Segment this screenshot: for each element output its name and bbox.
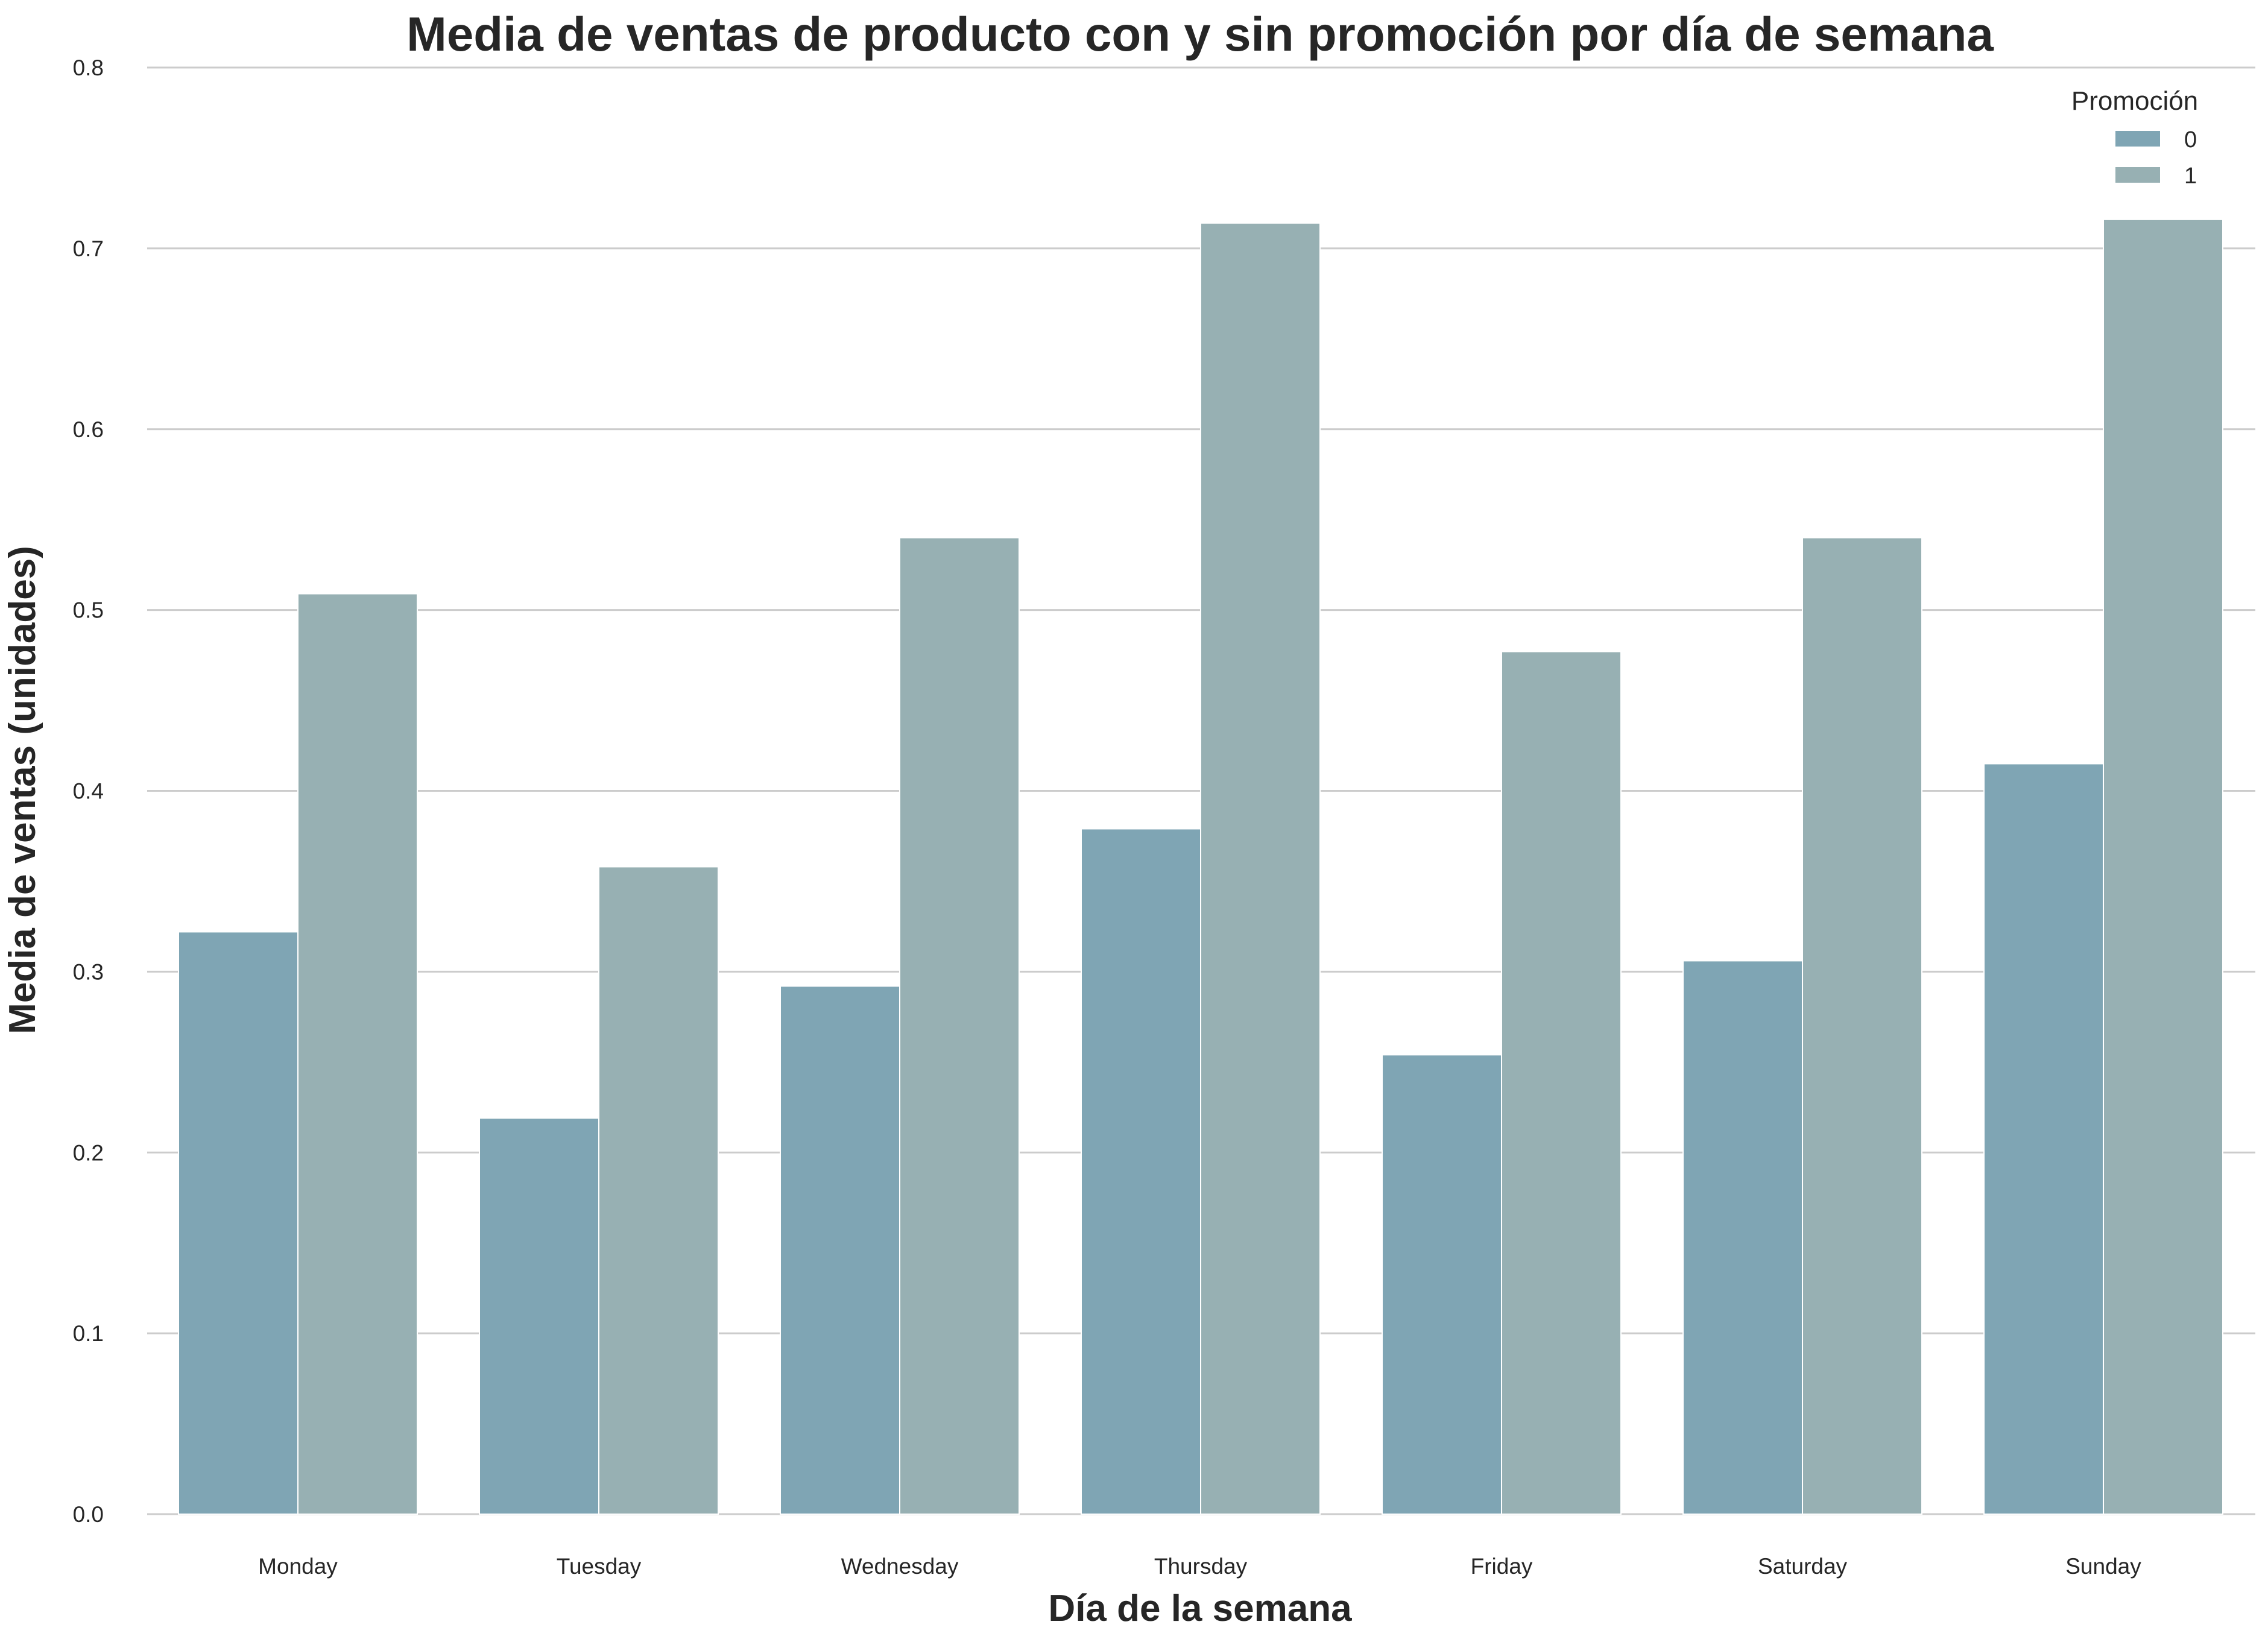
y-tick-label: 0.1 — [73, 1321, 104, 1346]
bar-monday-series-0 — [178, 931, 299, 1515]
y-tick-label: 0.4 — [73, 779, 104, 804]
bar-wednesday-series-0 — [780, 985, 900, 1515]
y-tick-label: 0.2 — [73, 1140, 104, 1165]
y-axis-label: Media de ventas (unidades) — [2, 546, 43, 1034]
bar-thursday-series-1 — [1200, 222, 1321, 1515]
y-tick-label: 0.3 — [73, 959, 104, 984]
legend: Promoción 0 1 — [2071, 86, 2198, 189]
bar-friday-series-1 — [1501, 651, 1622, 1515]
bar-saturday-series-1 — [1802, 537, 1922, 1515]
legend-swatch-series-1 — [2115, 167, 2160, 183]
legend-label-series-1: 1 — [2184, 163, 2197, 189]
x-tick-label: Tuesday — [557, 1554, 642, 1579]
legend-swatch-series-0 — [2115, 131, 2160, 147]
bar-wednesday-series-1 — [899, 537, 1020, 1515]
bar-sunday-series-1 — [2103, 218, 2223, 1515]
legend-title: Promoción — [2071, 86, 2198, 116]
bars — [178, 218, 2223, 1515]
x-tick-labels: Monday Tuesday Wednesday Thursday Friday Satu… — [258, 1554, 2141, 1579]
y-tick-label: 0.8 — [73, 55, 104, 80]
legend-label-series-0: 0 — [2184, 127, 2197, 153]
bar-saturday-series-0 — [1682, 960, 1803, 1515]
x-tick-label: Wednesday — [841, 1554, 959, 1579]
bar-tuesday-series-0 — [479, 1117, 599, 1515]
y-tick-label: 0.7 — [73, 236, 104, 261]
bar-sunday-series-0 — [1983, 763, 2104, 1515]
bar-tuesday-series-1 — [598, 866, 719, 1515]
bar-monday-series-1 — [297, 593, 418, 1515]
bar-friday-series-0 — [1382, 1054, 1502, 1515]
x-tick-label: Monday — [258, 1554, 338, 1579]
x-tick-label: Sunday — [2065, 1554, 2141, 1579]
x-tick-label: Saturday — [1758, 1554, 1848, 1579]
x-tick-label: Thursday — [1154, 1554, 1248, 1579]
y-tick-label: 0.5 — [73, 598, 104, 623]
x-tick-label: Friday — [1471, 1554, 1533, 1579]
y-tick-label: 0.6 — [73, 417, 104, 442]
y-tick-label: 0.0 — [73, 1502, 104, 1527]
chart-title: Media de ventas de producto con y sin pr… — [406, 7, 1994, 61]
bar-thursday-series-0 — [1081, 828, 1201, 1515]
y-tick-labels: 0.0 0.1 0.2 0.3 0.4 0.5 0.6 0.7 0.8 — [73, 55, 104, 1527]
x-axis-label: Día de la semana — [1048, 1588, 1352, 1629]
